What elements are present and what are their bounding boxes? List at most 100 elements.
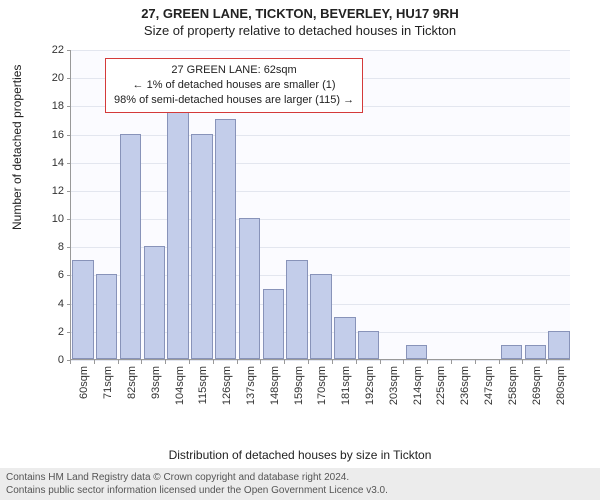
y-tick-mark [67, 275, 71, 276]
callout-line: 98% of semi-detached houses are larger (… [114, 93, 354, 108]
x-axis-label: Distribution of detached houses by size … [0, 448, 600, 462]
x-tick-mark [499, 360, 500, 364]
y-tick-label: 8 [34, 241, 64, 253]
x-tick-label: 181sqm [340, 366, 352, 416]
callout-box: 27 GREEN LANE: 62sqm ← 1% of detached ho… [105, 58, 363, 113]
gridline [71, 360, 570, 361]
x-tick-label: 159sqm [293, 366, 305, 416]
y-tick-label: 22 [34, 44, 64, 56]
x-tick-mark [546, 360, 547, 364]
gridline [71, 219, 570, 220]
x-tick-label: 247sqm [483, 366, 495, 416]
y-tick-mark [67, 50, 71, 51]
x-tick-label: 170sqm [316, 366, 328, 416]
callout-line: ← 1% of detached houses are smaller (1) [114, 78, 354, 93]
y-tick-label: 0 [34, 354, 64, 366]
y-tick-label: 16 [34, 129, 64, 141]
x-tick-label: 225sqm [435, 366, 447, 416]
gridline [71, 50, 570, 51]
x-tick-label: 126sqm [221, 366, 233, 416]
x-tick-mark [356, 360, 357, 364]
x-tick-mark [380, 360, 381, 364]
bar [406, 345, 427, 359]
x-tick-label: 203sqm [388, 366, 400, 416]
y-tick-mark [67, 163, 71, 164]
y-tick-label: 20 [34, 72, 64, 84]
x-tick-label: 115sqm [197, 366, 209, 416]
bar [286, 260, 307, 359]
x-tick-label: 93sqm [150, 366, 162, 416]
x-tick-mark [70, 360, 71, 364]
x-tick-label: 236sqm [459, 366, 471, 416]
x-tick-label: 104sqm [174, 366, 186, 416]
y-tick-mark [67, 135, 71, 136]
bar [334, 317, 355, 359]
gridline [71, 135, 570, 136]
x-tick-mark [260, 360, 261, 364]
bar [191, 134, 212, 359]
x-tick-mark [308, 360, 309, 364]
x-tick-label: 258sqm [507, 366, 519, 416]
x-tick-label: 148sqm [269, 366, 281, 416]
x-tick-mark [213, 360, 214, 364]
y-tick-mark [67, 247, 71, 248]
x-tick-label: 82sqm [126, 366, 138, 416]
gridline [71, 191, 570, 192]
x-tick-mark [451, 360, 452, 364]
y-tick-mark [67, 219, 71, 220]
footer-line: Contains HM Land Registry data © Crown c… [6, 471, 594, 484]
y-tick-mark [67, 304, 71, 305]
footer-line: Contains public sector information licen… [6, 484, 594, 497]
y-tick-label: 6 [34, 269, 64, 281]
page-subtitle: Size of property relative to detached ho… [0, 23, 600, 38]
y-tick-mark [67, 106, 71, 107]
x-tick-mark [284, 360, 285, 364]
x-tick-mark [403, 360, 404, 364]
x-tick-label: 71sqm [102, 366, 114, 416]
y-tick-label: 2 [34, 326, 64, 338]
x-tick-mark [94, 360, 95, 364]
y-tick-label: 12 [34, 185, 64, 197]
x-tick-label: 137sqm [245, 366, 257, 416]
bar [310, 274, 331, 359]
chart-area: 27 GREEN LANE: 62sqm ← 1% of detached ho… [70, 50, 570, 410]
x-tick-mark [522, 360, 523, 364]
x-tick-label: 60sqm [78, 366, 90, 416]
bar [525, 345, 546, 359]
x-tick-mark [189, 360, 190, 364]
gridline [71, 163, 570, 164]
x-tick-label: 214sqm [412, 366, 424, 416]
bar [167, 105, 188, 359]
x-tick-label: 269sqm [531, 366, 543, 416]
x-tick-mark [165, 360, 166, 364]
callout-line: 27 GREEN LANE: 62sqm [114, 63, 354, 78]
bar [120, 134, 141, 359]
attribution-footer: Contains HM Land Registry data © Crown c… [0, 468, 600, 500]
bar [263, 289, 284, 359]
x-tick-mark [427, 360, 428, 364]
y-tick-mark [67, 191, 71, 192]
y-tick-mark [67, 78, 71, 79]
x-tick-mark [237, 360, 238, 364]
bar [96, 274, 117, 359]
page-title: 27, GREEN LANE, TICKTON, BEVERLEY, HU17 … [0, 6, 600, 21]
y-tick-mark [67, 332, 71, 333]
y-axis-label: Number of detached properties [10, 65, 24, 230]
bar [501, 345, 522, 359]
y-tick-label: 14 [34, 157, 64, 169]
bar [358, 331, 379, 359]
y-tick-label: 18 [34, 100, 64, 112]
bar [72, 260, 93, 359]
x-tick-mark [141, 360, 142, 364]
bar [548, 331, 569, 359]
y-tick-label: 4 [34, 298, 64, 310]
title-block: 27, GREEN LANE, TICKTON, BEVERLEY, HU17 … [0, 0, 600, 38]
bar [239, 218, 260, 359]
y-tick-label: 10 [34, 213, 64, 225]
bar [215, 119, 236, 359]
bar [144, 246, 165, 359]
x-tick-mark [475, 360, 476, 364]
x-tick-mark [332, 360, 333, 364]
x-tick-label: 280sqm [555, 366, 567, 416]
x-tick-mark [118, 360, 119, 364]
